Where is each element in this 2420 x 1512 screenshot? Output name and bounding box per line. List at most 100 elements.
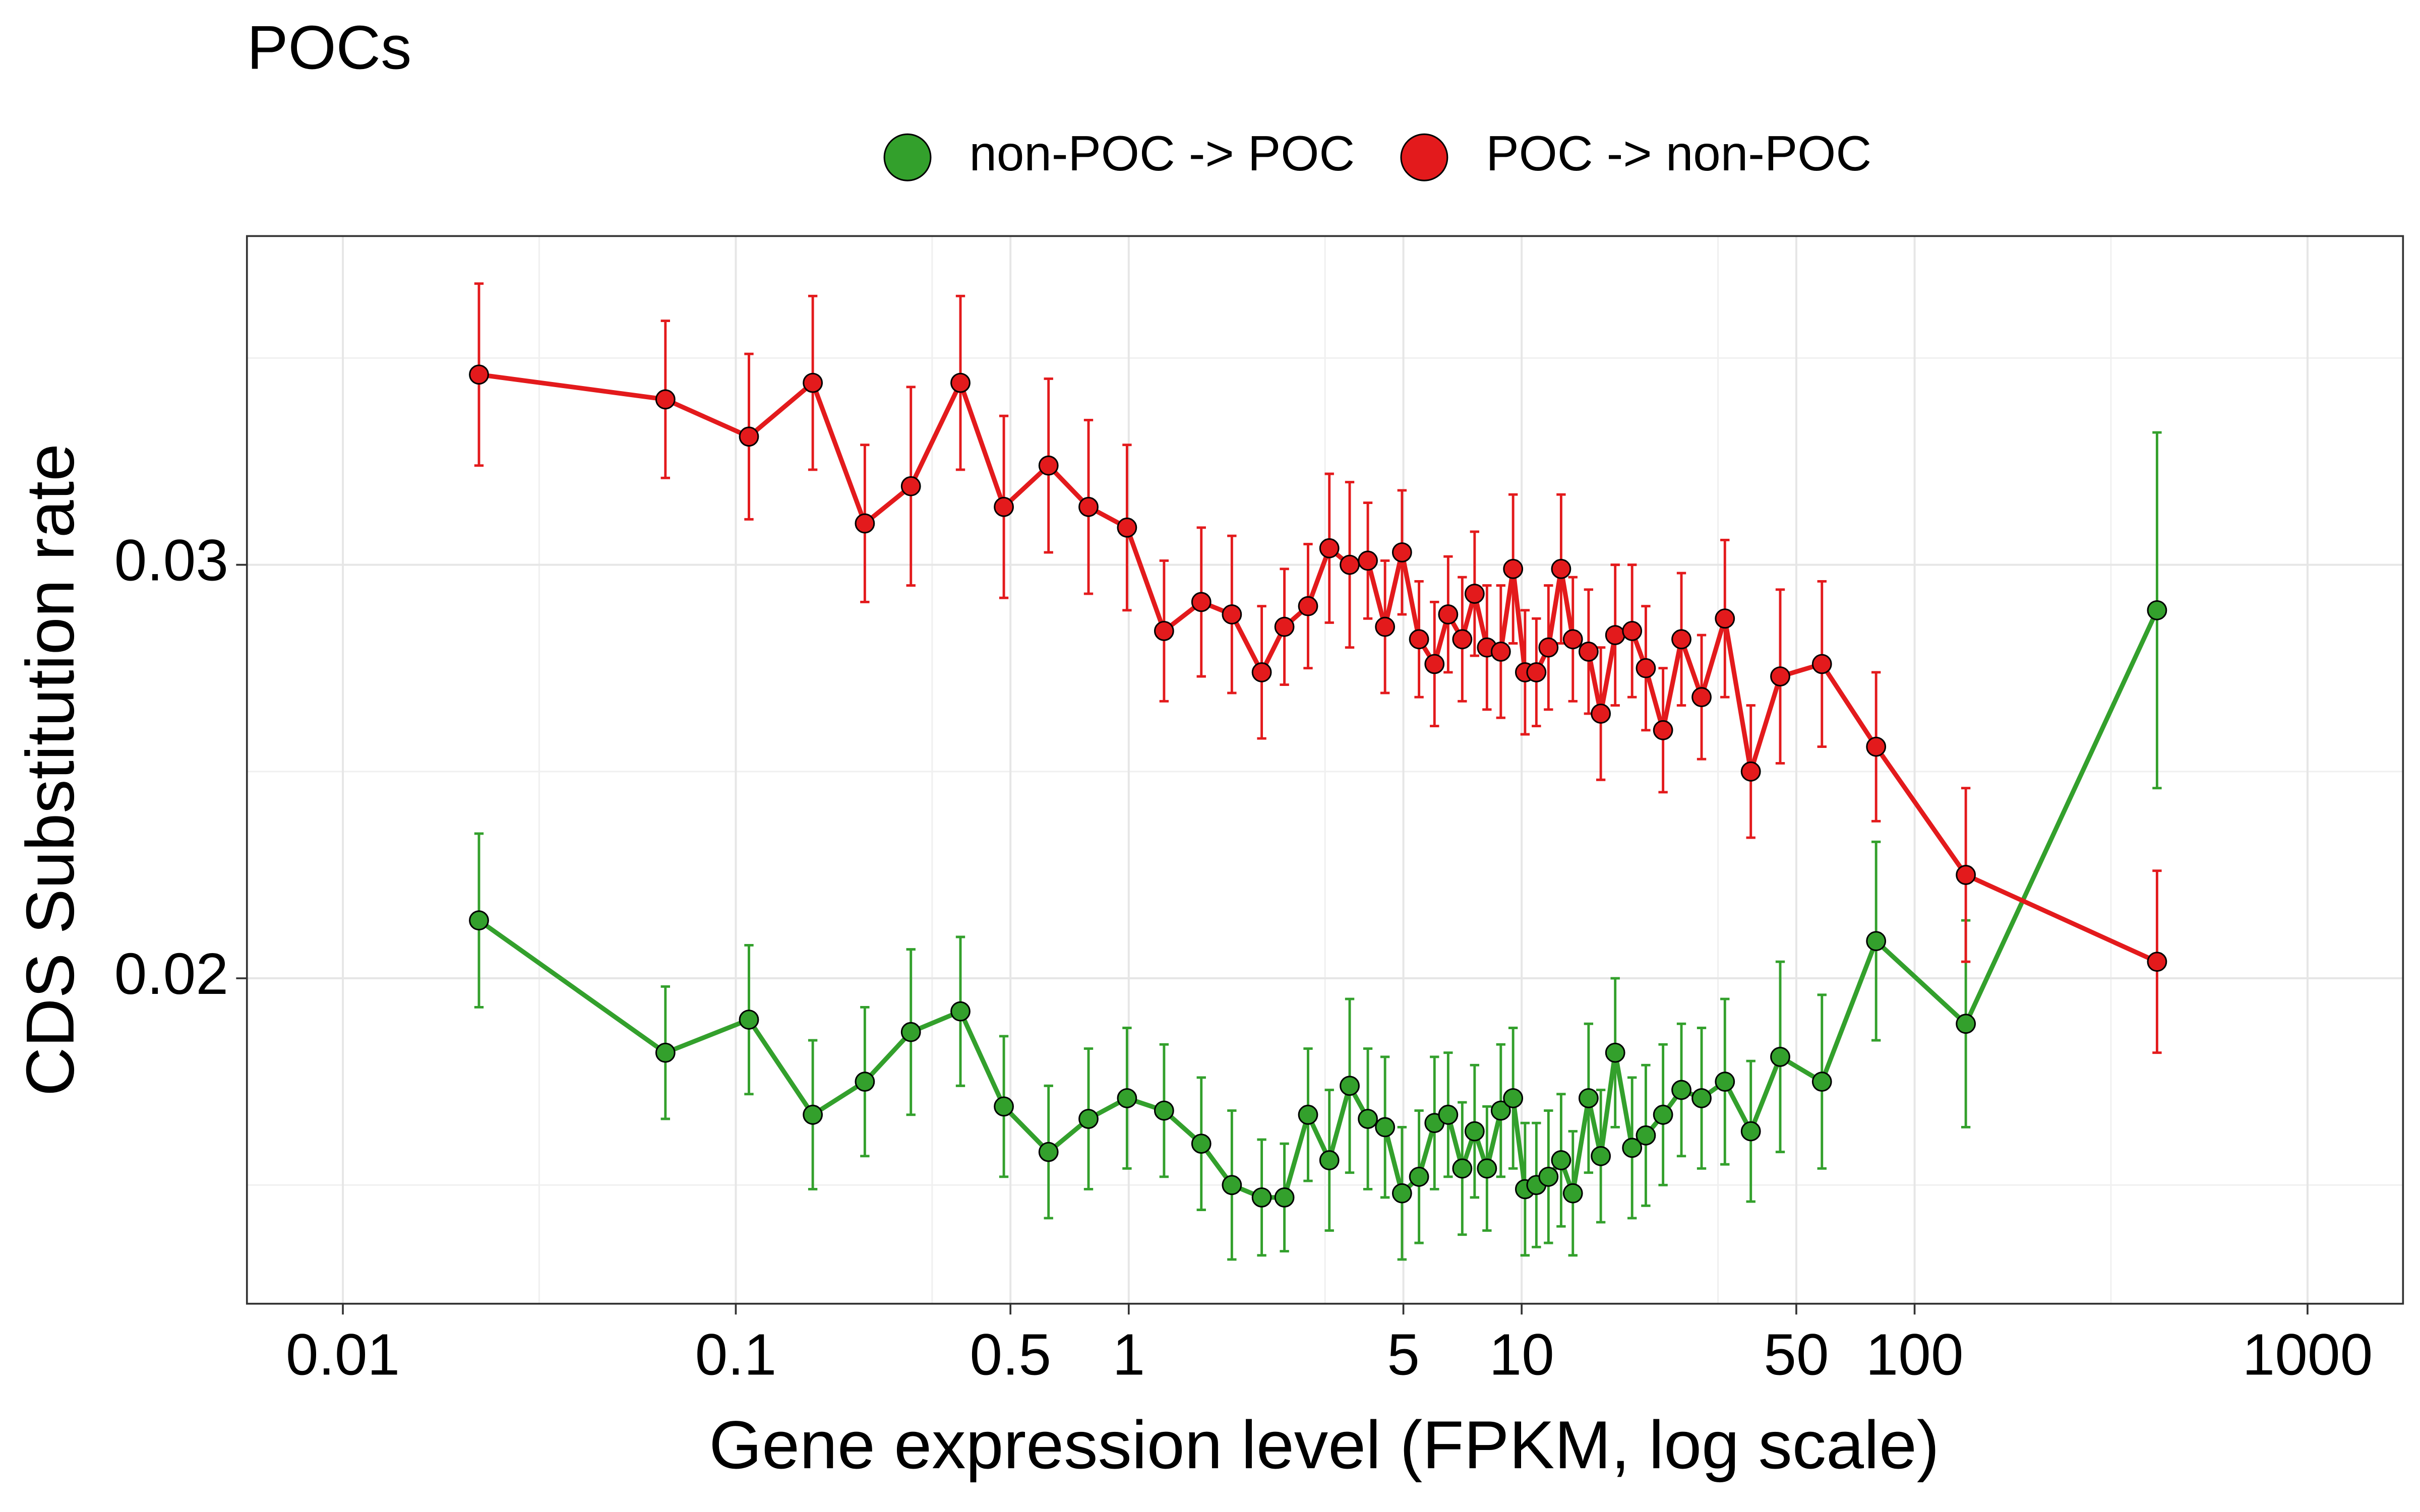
x-tick-label: 0.01 [286, 1322, 400, 1388]
data-point [1464, 584, 1485, 604]
x-tick-label: 0.5 [970, 1322, 1051, 1388]
axes: 0.01 0.1 0.5 1 5 10 50 100 1000 0.02 0.03 non-POC -… [114, 125, 2373, 1388]
data-point [1340, 554, 1360, 575]
data-point [1671, 1080, 1691, 1100]
x-tick-label: 1000 [2243, 1322, 2373, 1388]
data-point [1452, 629, 1473, 650]
data-point [803, 372, 823, 393]
data-point [2147, 952, 2167, 972]
legend-marker [883, 133, 932, 181]
data-point [1578, 1088, 1599, 1108]
data-point [1578, 642, 1599, 662]
data-point [900, 1022, 921, 1042]
data-point [1038, 1142, 1059, 1162]
data-point [1319, 1150, 1340, 1170]
y-axis-title: CDS Substitution rate [12, 444, 88, 1096]
data-point [1191, 1133, 1212, 1154]
data-point [2147, 600, 2167, 620]
data-point [1526, 662, 1547, 682]
data-point [1770, 1047, 1790, 1067]
legend-label: non-POC -> POC [969, 125, 1355, 181]
data-point [1770, 666, 1790, 687]
data-point [1605, 1042, 1625, 1063]
data-point [1811, 654, 1832, 674]
data-point [1409, 629, 1429, 650]
data-point [1691, 687, 1712, 708]
legend-label: POC -> non-POC [1486, 125, 1871, 181]
x-tick-label: 5 [1387, 1322, 1420, 1388]
chart-title: POCs [247, 13, 412, 82]
x-tick-label: 10 [1489, 1322, 1554, 1388]
data-point [1375, 616, 1396, 637]
data-point [994, 496, 1014, 517]
data-point [803, 1104, 823, 1125]
plot-data [469, 282, 2167, 1261]
data-point [1438, 1104, 1459, 1125]
data-point [1154, 1100, 1174, 1121]
data-point [1078, 1109, 1099, 1129]
data-point [1591, 1146, 1611, 1166]
data-point [1392, 1183, 1412, 1204]
data-point [1811, 1072, 1832, 1092]
data-point [1438, 604, 1459, 624]
data-point [1038, 455, 1059, 476]
data-point [950, 1001, 971, 1022]
data-point [655, 1042, 676, 1063]
data-point [1319, 538, 1340, 558]
data-point [1562, 629, 1583, 650]
data-point [1222, 604, 1242, 624]
x-tick-label: 0.1 [695, 1322, 777, 1388]
data-point [1956, 1014, 1976, 1034]
series-line [478, 372, 2158, 964]
data-point [1274, 616, 1295, 637]
data-point [469, 364, 489, 385]
data-point [855, 513, 875, 534]
data-point [1117, 517, 1137, 538]
data-point [1538, 637, 1559, 658]
data-point [950, 372, 971, 393]
y-tick-label: 0.02 [114, 941, 228, 1006]
data-point [1622, 1138, 1643, 1158]
data-point [1956, 865, 1976, 885]
data-point [1740, 761, 1761, 782]
data-point [1551, 1150, 1571, 1170]
data-point [1424, 654, 1445, 674]
x-tick-label: 100 [1866, 1322, 1964, 1388]
data-point [1503, 558, 1524, 579]
plot-border [246, 235, 2404, 1305]
data-point [1671, 629, 1691, 650]
data-point [1653, 1104, 1673, 1125]
y-tick-label: 0.03 [114, 527, 228, 593]
data-point [1691, 1088, 1712, 1108]
series-line [477, 609, 2159, 1200]
data-point [1715, 608, 1735, 629]
data-point [1358, 550, 1378, 571]
data-point [1340, 1076, 1360, 1096]
data-point [1622, 620, 1643, 641]
data-point [994, 1096, 1014, 1117]
data-point [739, 426, 759, 447]
data-point [855, 1072, 875, 1092]
x-axis-title: Gene expression level (FPKM, log scale) [709, 1407, 1939, 1483]
data-point [655, 389, 676, 410]
data-point [1191, 592, 1212, 612]
data-point [1251, 1187, 1272, 1208]
data-point [739, 1010, 759, 1030]
data-point [1490, 1100, 1511, 1121]
legend-marker [1400, 133, 1448, 181]
data-point [1222, 1175, 1242, 1195]
data-point [1866, 931, 1887, 952]
data-point [1503, 1088, 1524, 1108]
data-point [1375, 1117, 1396, 1138]
data-point [1538, 1166, 1559, 1187]
data-point [1551, 558, 1571, 579]
data-point [1477, 1158, 1497, 1179]
data-point [1636, 658, 1656, 678]
data-point [1464, 1121, 1485, 1142]
data-point [1866, 736, 1887, 757]
data-point [1740, 1121, 1761, 1142]
x-tick-label: 50 [1764, 1322, 1829, 1388]
data-point [1409, 1166, 1429, 1187]
data-point [1078, 496, 1099, 517]
